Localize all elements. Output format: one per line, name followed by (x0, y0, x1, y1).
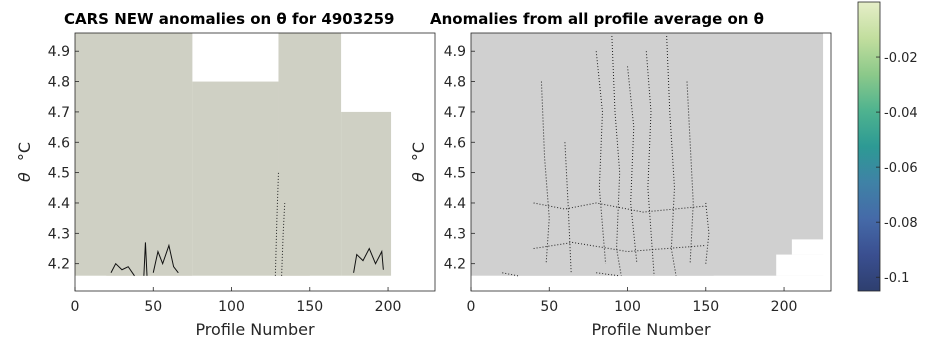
y-tick-label: 4.4 (48, 196, 70, 212)
y-tick-label: 4.9 (444, 44, 466, 60)
coverage-region (278, 33, 342, 276)
coverage-region (471, 33, 824, 276)
contour-line-solid (152, 243, 179, 274)
y-tick-label: 4.3 (444, 226, 466, 242)
contour-line-dotted (596, 272, 620, 277)
no-data-gap (391, 33, 435, 276)
x-axis-label-right: Profile Number (591, 320, 711, 339)
y-tick-label: 4.9 (48, 44, 70, 60)
x-tick-label: 100 (218, 299, 245, 315)
colorbar-tick-label: -0.1 (884, 271, 909, 286)
x-tick-label: 100 (614, 299, 641, 315)
coverage-region (192, 81, 279, 276)
y-tick-label: 4.7 (48, 105, 70, 121)
y-axis-label-left: θ °C (15, 142, 34, 182)
colorbar-tick-label: -0.04 (884, 106, 918, 121)
y-tick-label: 4.5 (48, 166, 70, 182)
colorbar-tick-label: -0.02 (884, 51, 918, 66)
x-tick-label: 200 (375, 299, 402, 315)
y-tick-label: 4.6 (48, 135, 70, 151)
y-axis-label-symbol-left: θ (15, 172, 34, 182)
contour-line-dotted (281, 202, 286, 276)
plot-frame (74, 32, 436, 292)
contour-line-solid (143, 242, 148, 276)
no-data-gap (776, 254, 831, 276)
contour-line-dotted (611, 36, 622, 276)
y-tick-label: 4.6 (444, 135, 466, 151)
contour-line-dotted (705, 202, 710, 264)
coverage-region (341, 111, 392, 276)
no-data-gap (192, 275, 279, 291)
colorbar-tick-label: -0.08 (884, 216, 918, 231)
y-axis-label-unit-right: °C (409, 142, 428, 161)
x-tick-label: 0 (467, 299, 476, 315)
y-axis-label-unit-left: °C (15, 142, 34, 161)
chart-title-right: Anomalies from all profile average on θ (430, 10, 764, 28)
no-data-gap (791, 239, 831, 255)
y-axis-label-symbol-right: θ (409, 172, 428, 182)
x-tick-label: 150 (692, 299, 719, 315)
no-data-gap (75, 275, 107, 291)
y-tick-label: 4.4 (444, 196, 466, 212)
no-data-gap (713, 275, 831, 291)
contour-line-solid (353, 247, 384, 273)
colorbar-tick-label: -0.06 (884, 161, 918, 176)
no-data-gap (309, 275, 435, 291)
x-tick-label: 150 (296, 299, 323, 315)
contour-line-dotted (627, 66, 638, 264)
contour-line-dotted (686, 81, 694, 264)
contour-line-dotted (540, 81, 550, 264)
contour-line-dotted (274, 172, 279, 276)
y-tick-label: 4.8 (48, 75, 70, 91)
contour-line-dotted (595, 51, 607, 264)
x-tick-label: 50 (540, 299, 558, 315)
y-tick-label: 4.5 (444, 166, 466, 182)
plot-frame (470, 32, 832, 292)
chart-panel-right: 0 50 100 150 200 4.2 4.3 4.4 4.5 4.6 4.7 4.8 4.9 Pro… (409, 32, 832, 339)
colorbar: -0.02 -0.04 -0.06 -0.08 -0.1 (857, 1, 918, 292)
x-axis-label-left: Profile Number (195, 320, 315, 339)
y-tick-label: 4.2 (48, 257, 70, 273)
y-axis-label-right: θ °C (409, 142, 428, 182)
no-data-gap (471, 275, 503, 291)
contour-line-dotted (533, 202, 706, 213)
contour-line-dotted (666, 36, 677, 276)
colorbar-ramp (857, 1, 881, 292)
contour-line-solid (110, 262, 135, 277)
x-tick-label: 50 (144, 299, 162, 315)
y-tick-label: 4.8 (444, 75, 466, 91)
no-data-gap (823, 33, 831, 240)
y-tick-label: 4.2 (444, 257, 466, 273)
coverage-region (75, 33, 193, 276)
chart-panel-left: 0 50 100 150 200 4.2 4.3 4.4 4.5 4.6 4.7 4.8 4.9 Pro… (15, 32, 436, 339)
y-tick-label: 4.3 (48, 226, 70, 242)
chart-title-left: CARS NEW anomalies on θ for 4903259 (64, 10, 394, 28)
contour-line-dotted (564, 142, 572, 273)
x-tick-label: 200 (771, 299, 798, 315)
x-tick-label: 0 (71, 299, 80, 315)
contour-line-dotted (645, 51, 655, 276)
y-tick-label: 4.7 (444, 105, 466, 121)
